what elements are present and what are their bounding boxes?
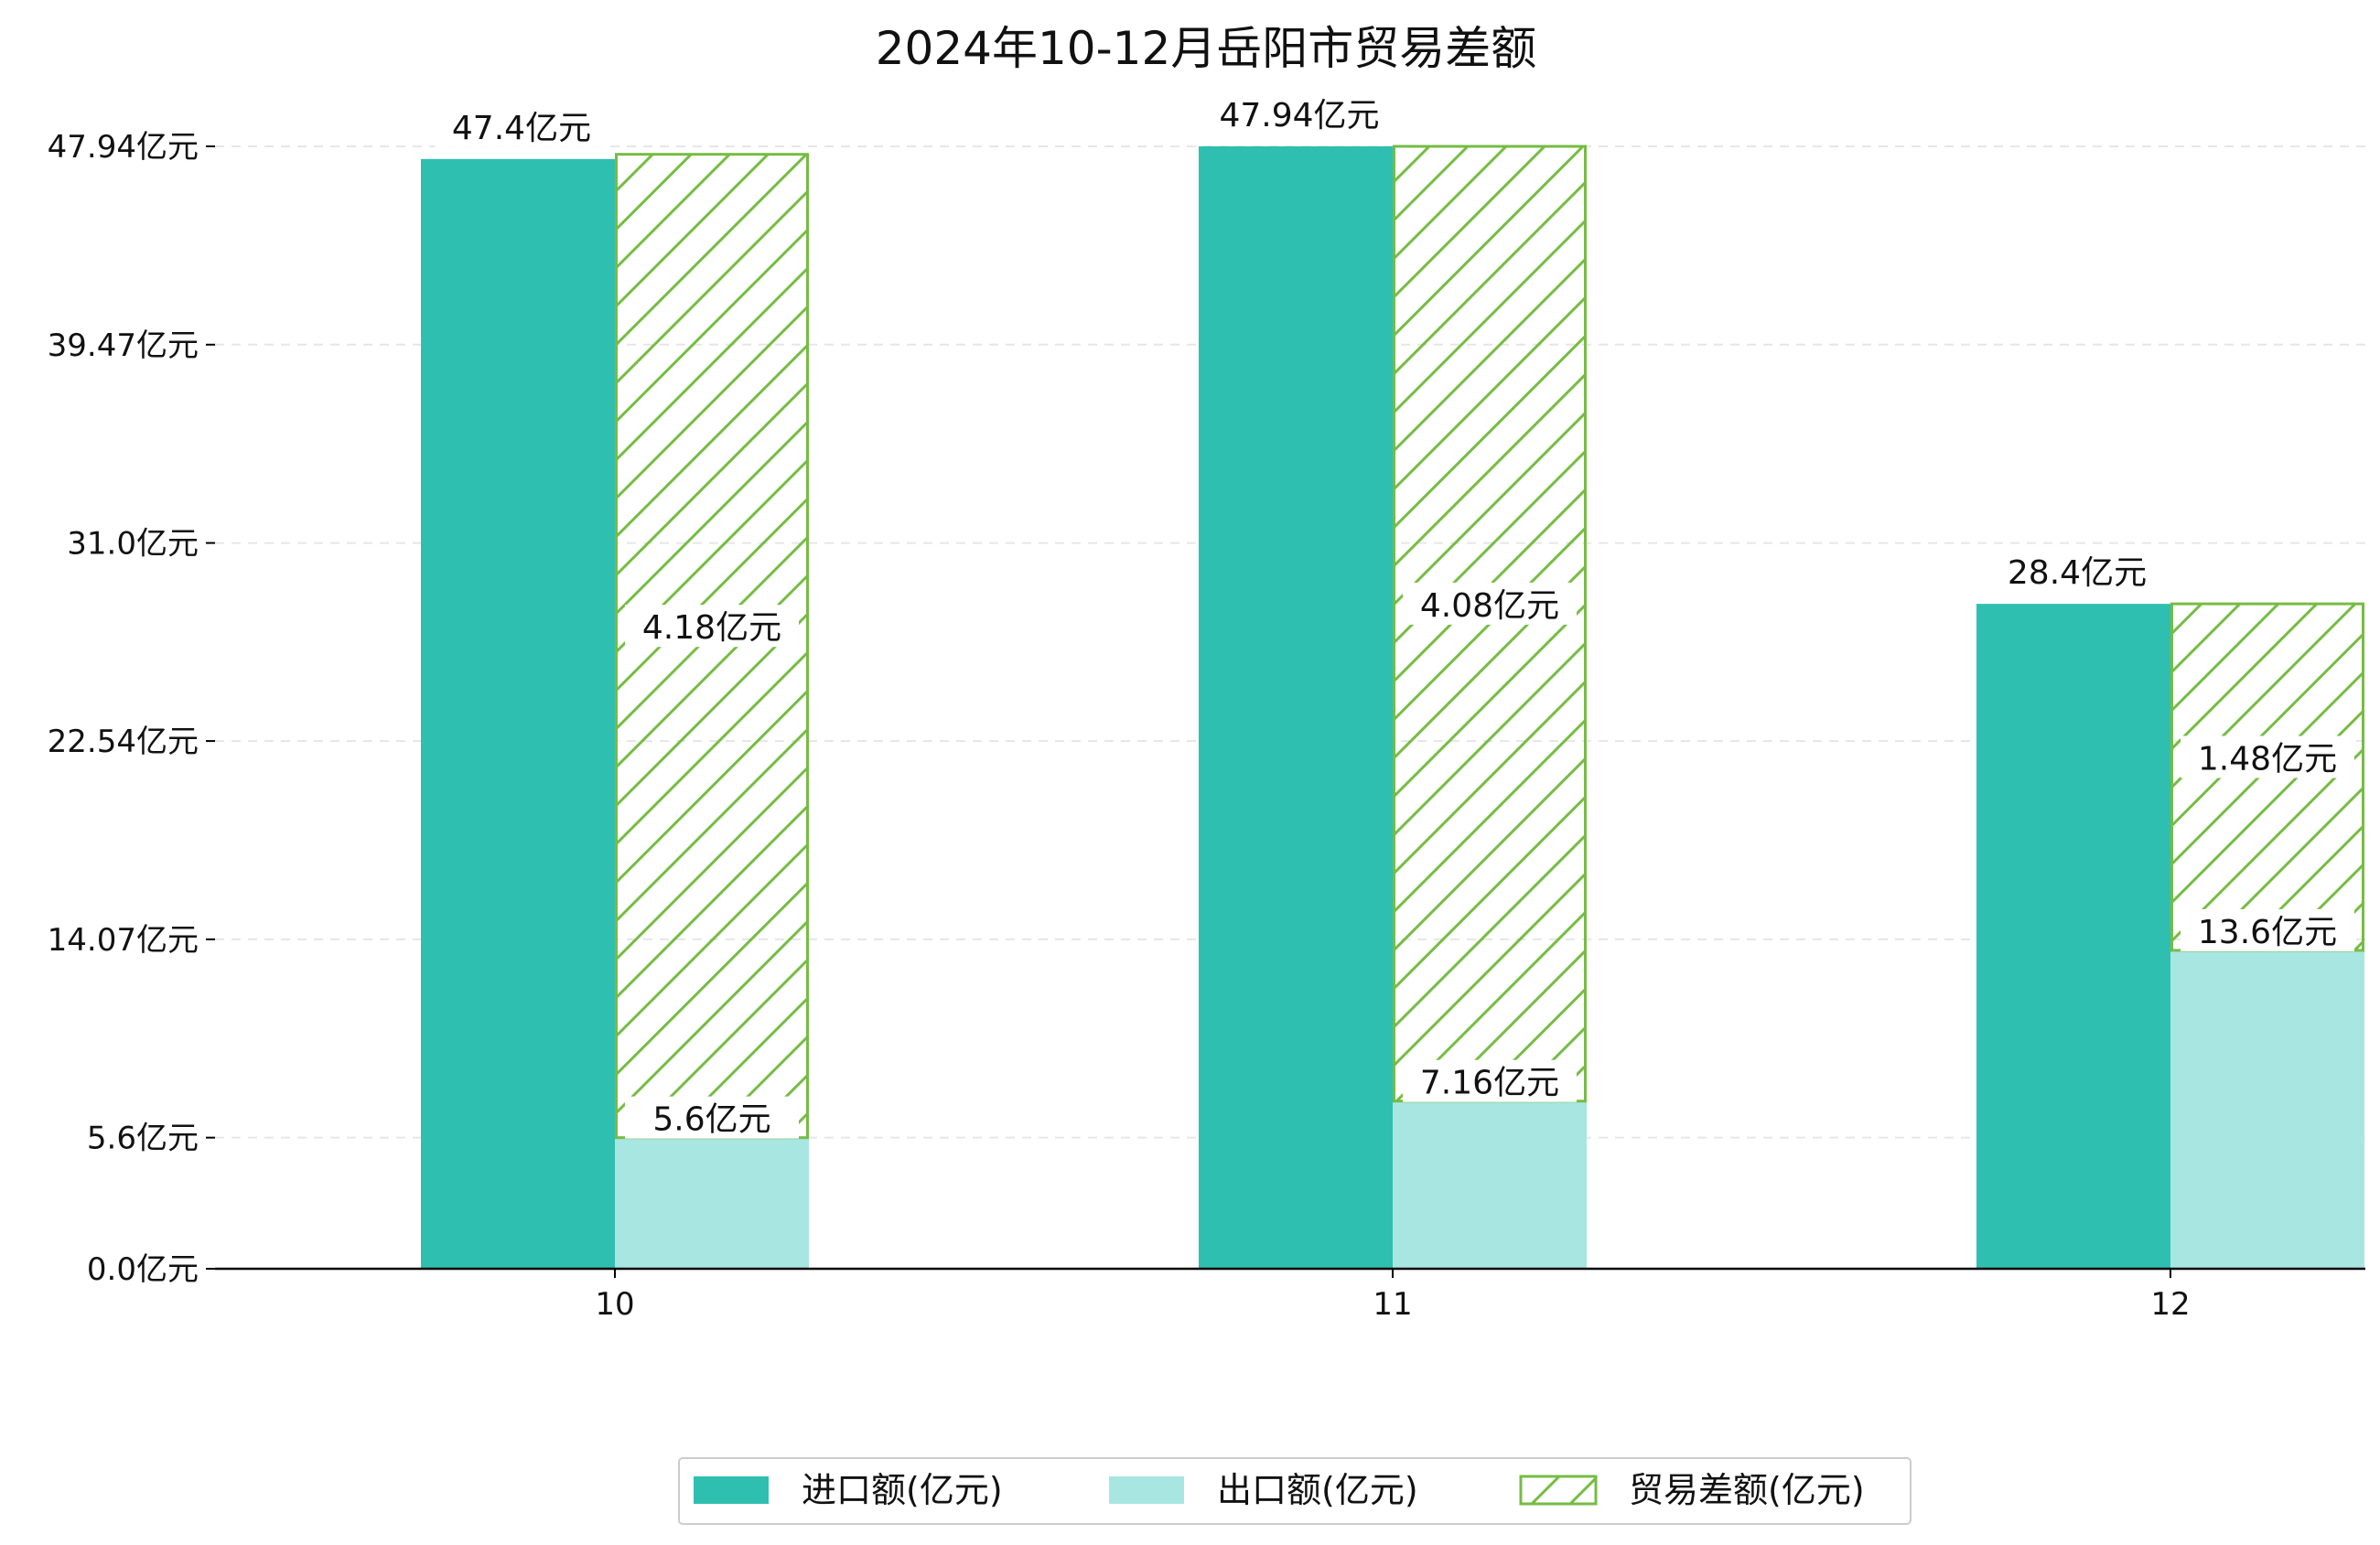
export-value-label-bg	[1403, 1059, 1577, 1102]
y-tick-label: 22.54亿元	[48, 724, 199, 760]
x-tick-label: 10	[595, 1286, 634, 1323]
export-value-label: 7.16亿元	[1420, 1065, 1559, 1102]
import-value-label-bg	[1212, 92, 1386, 134]
export-bar	[2170, 950, 2364, 1269]
y-tick-label: 5.6亿元	[87, 1121, 199, 1157]
y-tick-label: 31.0亿元	[67, 526, 199, 563]
data-labels: 47.4亿元 5.6亿元 4.18亿元 47.94亿元 7.16亿元 4.08亿元 28.4…	[435, 92, 2354, 1139]
import-value-label-bg	[435, 104, 608, 147]
legend: 进口额(亿元) 出口额(亿元) 贸易差额(亿元)	[678, 1457, 1912, 1525]
legend-import-label: 进口额(亿元)	[802, 1470, 1003, 1510]
bars	[421, 145, 2364, 1269]
balance-value-label: 4.18亿元	[642, 609, 781, 647]
export-bar	[1393, 1100, 1587, 1269]
import-value-label: 28.4亿元	[2008, 554, 2147, 592]
import-value-label: 47.4亿元	[452, 110, 591, 147]
balance-value-label-bg	[1403, 582, 1577, 625]
legend-export-swatch	[1109, 1476, 1184, 1504]
export-value-label: 5.6亿元	[652, 1101, 770, 1139]
x-tick-label: 12	[2150, 1286, 2190, 1323]
export-value-label-bg	[2181, 908, 2354, 951]
x-axis: 10 11 12	[215, 1267, 2365, 1323]
y-tick-label: 47.94亿元	[48, 129, 199, 166]
y-tick-label: 0.0亿元	[87, 1251, 199, 1288]
balance-value-label: 4.08亿元	[1420, 587, 1559, 625]
export-value-label-bg	[625, 1096, 799, 1139]
balance-value-label: 1.48亿元	[2198, 741, 2337, 778]
legend-export-label: 出口额(亿元)	[1217, 1470, 1418, 1510]
legend-import-swatch	[694, 1476, 769, 1504]
x-tick-label: 11	[1373, 1286, 1412, 1323]
legend-balance-swatch	[1519, 1475, 1598, 1506]
import-value-label: 47.94亿元	[1219, 97, 1379, 134]
chart-title: 2024年10-12月岳阳市贸易差额	[876, 22, 1537, 75]
legend-box	[678, 1457, 1912, 1525]
y-tick-label: 39.47亿元	[48, 327, 199, 364]
import-bar	[1976, 604, 2170, 1269]
export-value-label: 13.6亿元	[2198, 914, 2337, 951]
y-axis: 0.0亿元 5.6亿元 14.07亿元 22.54亿元 31.0亿元 39.47亿元 47.…	[48, 129, 215, 1288]
legend-balance-label: 贸易差额(亿元)	[1629, 1470, 1865, 1510]
balance-value-label-bg	[2181, 735, 2354, 778]
import-bar	[1199, 146, 1393, 1269]
y-tick-label: 14.07亿元	[48, 922, 199, 959]
import-value-label-bg	[1990, 550, 2164, 593]
export-bar	[615, 1137, 809, 1269]
balance-value-label-bg	[625, 605, 799, 648]
import-bar	[421, 158, 615, 1269]
